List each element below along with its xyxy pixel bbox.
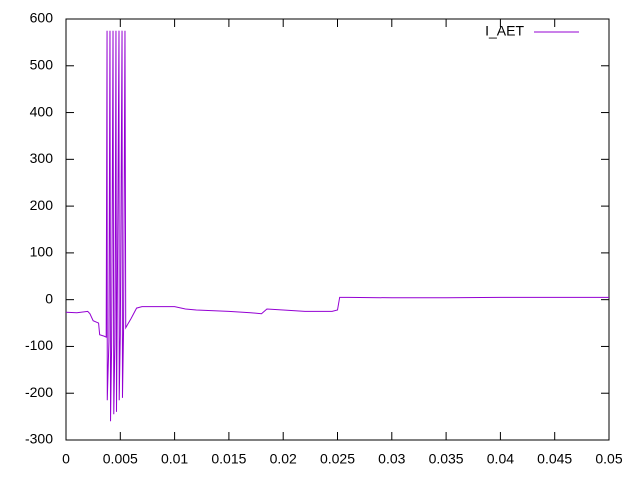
y-tick-label: 600 <box>30 10 54 26</box>
x-tick-label: 0.015 <box>211 451 246 467</box>
y-tick-label: -200 <box>25 384 53 400</box>
y-tick-label: 100 <box>30 244 54 260</box>
y-tick-label: 300 <box>30 150 54 166</box>
data-line <box>65 30 609 422</box>
x-tick-label: 0.04 <box>487 451 514 467</box>
x-tick-label: 0.035 <box>429 451 464 467</box>
x-tick-label: 0.005 <box>103 451 138 467</box>
y-tick-label: 400 <box>30 103 54 119</box>
y-tick-label: 500 <box>30 56 54 72</box>
plot-border <box>65 18 610 441</box>
y-tick-label: 200 <box>30 197 54 213</box>
x-tick-label: 0.025 <box>320 451 355 467</box>
x-tick-label: 0.02 <box>270 451 297 467</box>
legend-label: I_AET <box>485 23 524 39</box>
y-tick-label: 0 <box>45 290 53 306</box>
y-tick-label: -100 <box>25 337 53 353</box>
x-tick-label: 0.03 <box>378 451 405 467</box>
x-tick-label: 0.05 <box>595 451 622 467</box>
x-tick-label: 0 <box>62 451 70 467</box>
x-tick-label: 0.045 <box>537 451 572 467</box>
y-tick-label: -300 <box>25 431 53 447</box>
x-tick-label: 0.01 <box>161 451 188 467</box>
